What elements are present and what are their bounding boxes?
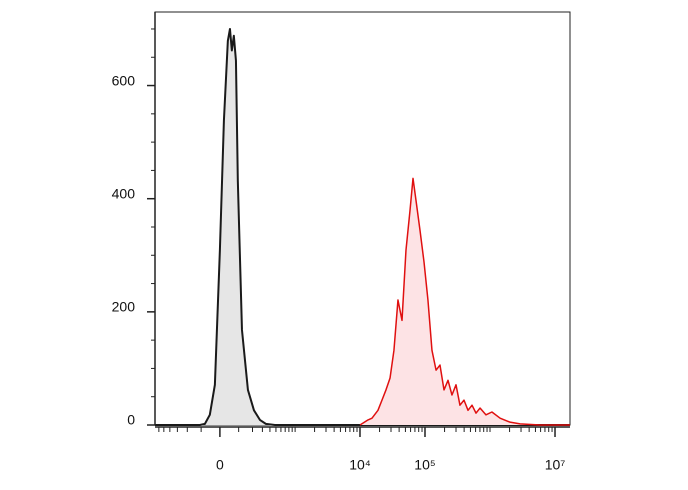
x-tick-label: 10⁷ bbox=[545, 457, 566, 473]
y-tick-label: 400 bbox=[112, 185, 136, 201]
y-tick-label: 0 bbox=[127, 412, 135, 428]
histogram-line bbox=[359, 177, 570, 426]
y-tick-label: 600 bbox=[112, 72, 136, 88]
x-tick-label: 10⁴ bbox=[349, 457, 371, 473]
histogram-fill bbox=[359, 178, 570, 425]
histogram-fill bbox=[155, 28, 570, 425]
histogram-line bbox=[155, 27, 570, 426]
y-tick-label: 200 bbox=[112, 299, 136, 315]
x-tick-label: 0 bbox=[216, 457, 224, 473]
x-tick-label: 10⁵ bbox=[414, 457, 435, 473]
